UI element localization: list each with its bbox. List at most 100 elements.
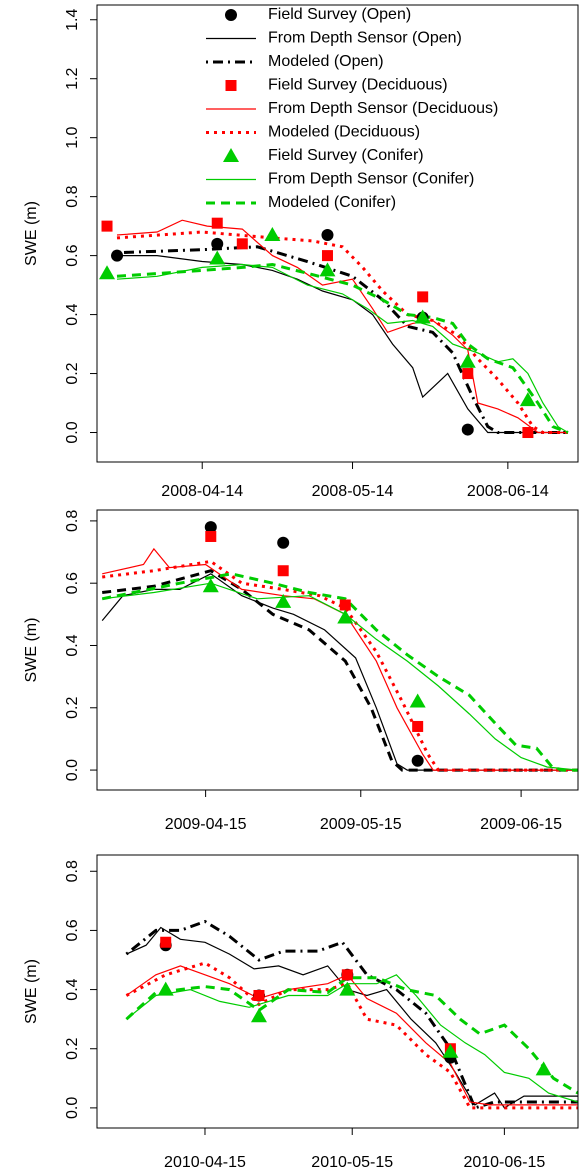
legend-label: Field Survey (Deciduous): [268, 77, 448, 94]
point: [111, 249, 124, 262]
point: [535, 1061, 552, 1076]
legend-marker: [225, 9, 237, 21]
series-line: [116, 219, 568, 434]
point: [459, 353, 476, 368]
point: [202, 578, 219, 593]
y-tick-label: 1.2: [64, 67, 81, 89]
y-tick-label: 0.8: [64, 510, 81, 532]
point: [522, 427, 534, 439]
legend-label: From Depth Sensor (Open): [268, 30, 462, 47]
legend-label: Modeled (Open): [268, 53, 384, 70]
y-axis-label: SWE (m): [23, 959, 40, 1024]
y-tick-label: 0.6: [64, 919, 81, 941]
point: [319, 262, 336, 277]
point: [209, 250, 226, 265]
series-line: [116, 230, 568, 434]
y-axis-label: SWE (m): [23, 618, 40, 683]
point: [205, 530, 217, 542]
y-tick-label: 1.4: [64, 9, 81, 31]
x-tick-label: 2008-06-14: [467, 483, 549, 500]
plot-frame: [96, 509, 579, 791]
point: [462, 368, 474, 380]
point: [157, 981, 174, 996]
series-line: [116, 245, 568, 434]
plot-frame: [96, 4, 579, 463]
point: [321, 228, 334, 241]
point: [277, 565, 289, 577]
point: [461, 423, 474, 436]
x-tick-label: 2010-04-15: [164, 1154, 246, 1171]
series-line: [116, 263, 569, 434]
series-line: [102, 569, 578, 772]
point: [442, 1043, 459, 1058]
legend-label: From Depth Sensor (Conifer): [268, 171, 474, 188]
point: [253, 989, 265, 1001]
point: [321, 250, 333, 262]
series-line: [102, 559, 578, 772]
legend-label: Modeled (Conifer): [268, 194, 396, 211]
y-tick-label: 0.0: [64, 759, 81, 781]
y-tick-label: 0.8: [64, 185, 81, 207]
x-tick-label: 2008-04-14: [161, 483, 243, 500]
point: [409, 693, 426, 708]
series-line: [125, 919, 578, 1110]
point: [337, 609, 354, 624]
point: [341, 969, 353, 981]
series-line: [125, 976, 578, 1095]
point: [519, 392, 536, 407]
y-tick-label: 0.0: [64, 421, 81, 443]
series-line: [102, 582, 578, 771]
point: [339, 981, 356, 996]
y-tick-label: 0.4: [64, 303, 81, 325]
legend-marker: [223, 148, 239, 162]
plot-area: [125, 919, 578, 1110]
y-tick-label: 0.2: [64, 1038, 81, 1060]
legend-label: From Depth Sensor (Deciduous): [268, 100, 498, 117]
point: [236, 238, 248, 250]
series-line: [125, 961, 578, 1110]
x-tick-label: 2009-05-15: [320, 816, 402, 833]
y-tick-label: 0.4: [64, 634, 81, 656]
plot-area: [99, 217, 569, 439]
y-tick-label: 0.2: [64, 362, 81, 384]
point: [339, 599, 351, 611]
point: [412, 720, 424, 732]
x-tick-label: 2009-04-15: [165, 816, 247, 833]
point: [160, 936, 172, 948]
series-line: [126, 965, 578, 1106]
point: [211, 217, 223, 229]
legend-label: Modeled (Deciduous): [268, 124, 420, 141]
y-tick-label: 0.0: [64, 1097, 81, 1119]
legend-label: Field Survey (Open): [268, 6, 411, 23]
point: [417, 291, 429, 303]
y-tick-label: 0.6: [64, 244, 81, 266]
series-line: [101, 573, 578, 771]
y-axis-label: SWE (m): [23, 201, 40, 266]
x-tick-label: 2010-06-15: [463, 1154, 545, 1171]
y-tick-label: 0.6: [64, 572, 81, 594]
point: [99, 265, 116, 280]
point: [101, 220, 113, 232]
point: [411, 754, 424, 767]
series-line: [102, 547, 578, 771]
point: [264, 226, 281, 241]
series-line: [101, 572, 578, 772]
point: [414, 309, 431, 324]
y-tick-label: 0.4: [64, 978, 81, 1000]
y-tick-label: 0.8: [64, 860, 81, 882]
series-line: [116, 262, 569, 434]
series-line: [126, 974, 578, 1103]
plot-frame: [96, 854, 579, 1129]
point: [277, 536, 290, 549]
point: [250, 1008, 267, 1023]
point: [211, 237, 224, 250]
y-tick-label: 1.0: [64, 126, 81, 148]
x-tick-label: 2010-05-15: [311, 1154, 393, 1171]
x-tick-label: 2009-06-15: [480, 816, 562, 833]
point: [275, 593, 292, 608]
legend-marker: [225, 80, 237, 91]
x-tick-label: 2008-05-14: [312, 483, 394, 500]
plot-area: [101, 521, 578, 772]
legend-label: Field Survey (Conifer): [268, 147, 424, 164]
